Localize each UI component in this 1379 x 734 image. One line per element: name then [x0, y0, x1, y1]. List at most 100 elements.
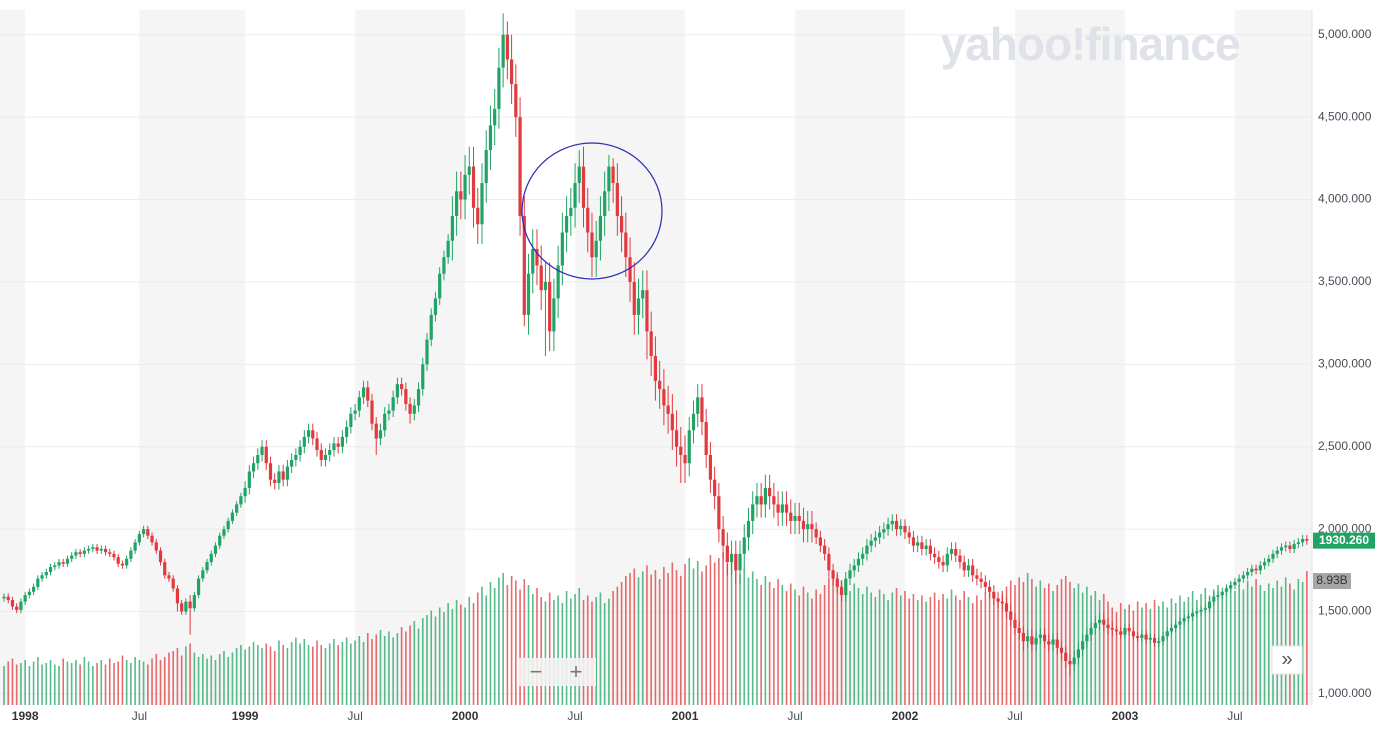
volume-bar [147, 664, 149, 705]
volume-bar [730, 556, 733, 705]
candle-body [624, 232, 628, 258]
candle-body [531, 248, 535, 274]
candle-body [264, 446, 268, 464]
volume-bar [443, 612, 445, 705]
candle-body [480, 183, 484, 225]
candle-body [945, 553, 949, 566]
candle-body [6, 596, 10, 601]
candle-body [467, 166, 471, 175]
volume-bar [1145, 603, 1147, 705]
candle-body [1271, 553, 1275, 559]
volume-bar [392, 637, 394, 705]
candle-body [345, 426, 349, 437]
candle-body [27, 591, 31, 596]
candle-body [91, 547, 95, 549]
volume-bar [629, 573, 631, 705]
candle-body [416, 389, 421, 406]
volume-bar [62, 658, 65, 705]
candle-body [361, 387, 366, 398]
candle-body [260, 446, 264, 455]
candle-body [15, 606, 19, 610]
volume-bar [1196, 600, 1198, 705]
volume-bar [760, 585, 762, 705]
candle-body [1055, 639, 1059, 648]
candle-body [357, 397, 361, 411]
candle-body [894, 520, 899, 530]
volume-bar [1242, 589, 1245, 705]
scroll-button-bg[interactable] [1271, 645, 1303, 675]
volume-bar [1306, 571, 1308, 705]
candle-body [1017, 628, 1021, 633]
volume-bar [929, 597, 932, 705]
candle-body [137, 534, 141, 543]
volume-bar [696, 561, 699, 705]
candle-body [632, 281, 636, 315]
volume-bar [472, 603, 475, 705]
candle-body [696, 397, 700, 414]
volume-bar [1179, 595, 1181, 705]
candle-body [1026, 636, 1030, 642]
candle-body [1288, 545, 1292, 549]
candle-body [163, 562, 167, 576]
volume-bar [713, 562, 716, 705]
volume-bar [548, 592, 551, 705]
candle-body [340, 436, 344, 447]
volume-bar [925, 601, 927, 705]
volume-bar [79, 664, 81, 705]
volume-bar [806, 592, 809, 705]
volume-bar [261, 648, 263, 705]
volume-bar [544, 601, 547, 705]
volume-bar [1217, 585, 1219, 705]
volume-bar [113, 663, 115, 705]
scroll-right-button[interactable]: » [1281, 648, 1292, 670]
volume-bar [794, 589, 796, 705]
volume-bar [612, 591, 614, 705]
candle-body [57, 562, 61, 566]
zoom-in-button[interactable]: + [570, 659, 583, 684]
candle-body [734, 553, 738, 571]
x-tick-label: 2000 [452, 709, 479, 723]
volume-bar [904, 591, 906, 705]
volume-bar [908, 598, 911, 705]
zoom-out-button[interactable]: − [530, 659, 543, 684]
candle-body [1051, 639, 1055, 645]
candle-body [768, 487, 772, 497]
candle-body [510, 59, 514, 85]
candle-body [1292, 543, 1296, 549]
volume-bar [688, 558, 691, 705]
candle-body [1207, 601, 1212, 609]
candle-body [1178, 621, 1182, 625]
candle-body [552, 298, 556, 332]
volume-bar [933, 592, 936, 705]
volume-bar [510, 576, 513, 705]
candle-body [717, 496, 721, 530]
volume-bar [125, 660, 128, 705]
candle-body [937, 557, 941, 563]
volume-bar [185, 646, 187, 705]
volume-bar [421, 618, 424, 705]
candle-body [302, 436, 306, 447]
volume-bar [383, 636, 386, 705]
volume-bar [350, 643, 352, 705]
candle-body [548, 281, 552, 332]
candle-body [1267, 558, 1271, 563]
candle-body [1233, 581, 1237, 586]
candle-body [120, 563, 125, 566]
volume-bar [464, 607, 466, 705]
volume-bar [692, 568, 695, 705]
volume-bar [108, 658, 111, 705]
volume-bar [20, 663, 22, 705]
candle-body [581, 166, 586, 208]
volume-bar [248, 646, 251, 705]
candle-body [471, 166, 476, 208]
volume-bar [709, 555, 712, 705]
volume-bar [1246, 580, 1249, 705]
candle-body [53, 565, 57, 568]
volume-bar [899, 595, 902, 705]
candle-body [1305, 539, 1309, 541]
candle-body [987, 586, 992, 592]
candle-body [184, 601, 188, 612]
volume-bar [413, 621, 416, 705]
volume-bar [96, 663, 98, 705]
